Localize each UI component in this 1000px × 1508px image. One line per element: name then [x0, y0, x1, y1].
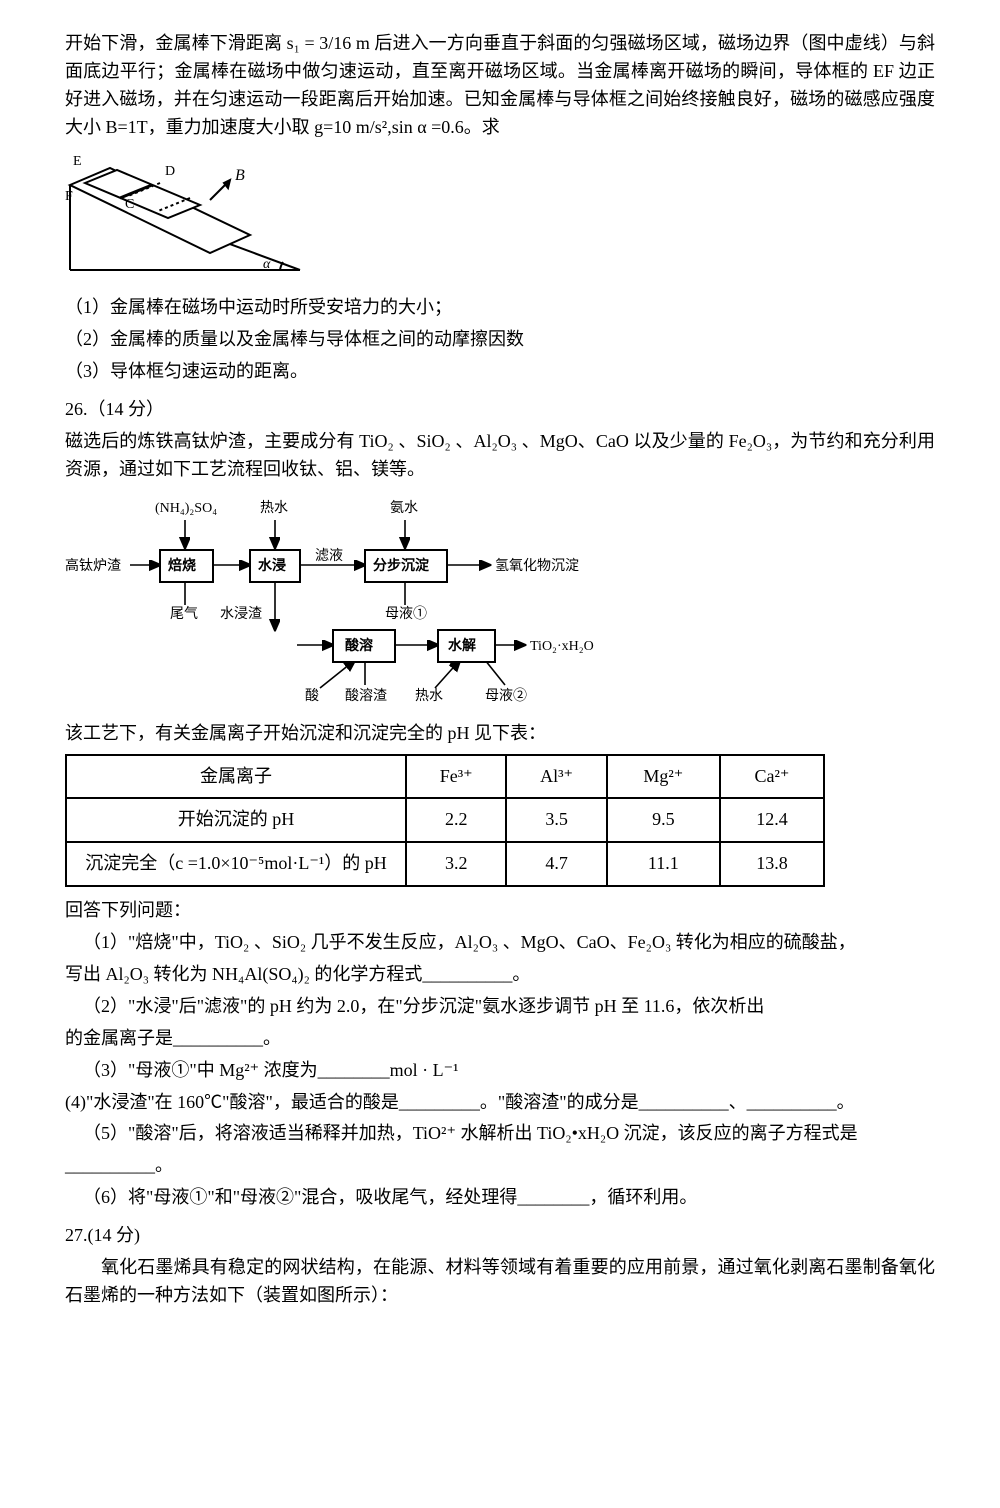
cell: 4.7: [506, 842, 606, 886]
q26-answer-head: 回答下列问题：: [65, 897, 935, 925]
cell: 3.2: [406, 842, 506, 886]
ph-table: 金属离子 Fe³⁺ Al³⁺ Mg²⁺ Ca²⁺ 开始沉淀的 pH 2.2 3.…: [65, 754, 825, 888]
flow-roast: 焙烧: [168, 557, 196, 574]
q26-table-intro: 该工艺下，有关金属离子开始沉淀和沉淀完全的 pH 见下表：: [65, 720, 935, 748]
cell: 2.2: [406, 798, 506, 842]
physics-q3: （3）导体框匀速运动的距离。: [65, 358, 935, 386]
flow-acid: 酸溶: [345, 637, 373, 654]
flow-acidlabel: 酸: [305, 688, 319, 704]
flow-filt: 滤液: [315, 548, 343, 564]
flow-mother2: 母液②: [485, 688, 527, 704]
table-row: 开始沉淀的 pH 2.2 3.5 9.5 12.4: [66, 798, 824, 842]
table-row: 金属离子 Fe³⁺ Al³⁺ Mg²⁺ Ca²⁺: [66, 755, 824, 799]
flow-hydroxide: 氢氧化物沉淀: [495, 558, 579, 574]
label-D: D: [165, 164, 175, 179]
th-ca: Ca²⁺: [720, 755, 824, 799]
label-F: F: [65, 189, 73, 204]
th-al: Al³⁺: [506, 755, 606, 799]
physics-diagram: E F D C B α: [65, 150, 935, 289]
label-E: E: [73, 154, 82, 169]
flow-leach: 水浸: [258, 557, 286, 574]
q26-p1b: 写出 Al₂O₃ 转化为 NH₄Al(SO₄)₂ 的化学方程式_________…: [65, 961, 935, 989]
cell: 11.1: [607, 842, 720, 886]
q26-p4: (4)"水浸渣"在 160℃"酸溶"，最适合的酸是_________。"酸溶渣"…: [65, 1089, 935, 1117]
q26-p2: （2）"水浸"后"滤液"的 pH 约为 2.0，在"分步沉淀"氨水逐步调节 pH…: [65, 993, 935, 1021]
table-row: 沉淀完全（c =1.0×10⁻⁵mol·L⁻¹）的 pH 3.2 4.7 11.…: [66, 842, 824, 886]
flow-tail: 尾气: [170, 606, 198, 622]
physics-q2: （2）金属棒的质量以及金属棒与导体框之间的动摩擦因数: [65, 326, 935, 354]
th-fe: Fe³⁺: [406, 755, 506, 799]
cell: 3.5: [506, 798, 606, 842]
cell: 13.8: [720, 842, 824, 886]
cell: 沉淀完全（c =1.0×10⁻⁵mol·L⁻¹）的 pH: [66, 842, 406, 886]
physics-q1: （1）金属棒在磁场中运动时所受安培力的大小；: [65, 294, 935, 322]
q26-header: 26.（14 分）: [65, 396, 935, 424]
label-B: B: [235, 167, 245, 184]
flow-product: TiO₂·xH₂O: [530, 639, 594, 654]
th-mg: Mg²⁺: [607, 755, 720, 799]
q26-p2b: 的金属离子是__________。: [65, 1025, 935, 1053]
q26-p3: （3）"母液①"中 Mg²⁺ 浓度为________mol · L⁻¹: [65, 1057, 935, 1085]
flow-hot1: 热水: [260, 500, 288, 516]
q26-flow-diagram: 高钛炉渣 焙烧 (NH₄)₂SO₄ 水浸 热水 滤液 分步沉淀 氨水 氢氧化物沉…: [65, 490, 935, 714]
flow-step: 分步沉淀: [373, 557, 430, 574]
cell: 12.4: [720, 798, 824, 842]
q26-p6: （6）将"母液①"和"母液②"混合，吸收尾气，经处理得________，循环利用…: [65, 1184, 935, 1212]
q27-body: 氧化石墨烯具有稳定的网状结构，在能源、材料等领域有着重要的应用前景，通过氧化剥离…: [65, 1254, 935, 1310]
flow-mother1: 母液①: [385, 606, 427, 622]
flow-slag: 高钛炉渣: [65, 557, 121, 574]
flow-hydro: 水解: [448, 637, 476, 654]
flow-hot2: 热水: [415, 688, 443, 704]
q26-p5b: __________。: [65, 1152, 935, 1180]
q27-header: 27.(14 分): [65, 1222, 935, 1250]
label-alpha: α: [263, 257, 271, 272]
physics-intro: 开始下滑，金属棒下滑距离 s₁ = 3/16 m 后进入一方向垂直于斜面的匀强磁…: [65, 30, 935, 142]
flow-acidres: 酸溶渣: [345, 688, 387, 704]
th-ion: 金属离子: [66, 755, 406, 799]
flow-leachres: 水浸渣: [220, 606, 262, 622]
flow-nh4: (NH₄)₂SO₄: [155, 501, 217, 516]
flow-nh3: 氨水: [390, 500, 418, 516]
cell: 9.5: [607, 798, 720, 842]
label-C: C: [125, 197, 134, 212]
q26-p1a: （1）"焙烧"中，TiO₂ 、SiO₂ 几乎不发生反应，Al₂O₃ 、MgO、C…: [65, 929, 935, 957]
q26-intro: 磁选后的炼铁高钛炉渣，主要成分有 TiO₂ 、SiO₂ 、Al₂O₃ 、MgO、…: [65, 428, 935, 484]
q26-p5: （5）"酸溶"后，将溶液适当稀释并加热，TiO²⁺ 水解析出 TiO₂•xH₂O…: [65, 1120, 935, 1148]
cell: 开始沉淀的 pH: [66, 798, 406, 842]
